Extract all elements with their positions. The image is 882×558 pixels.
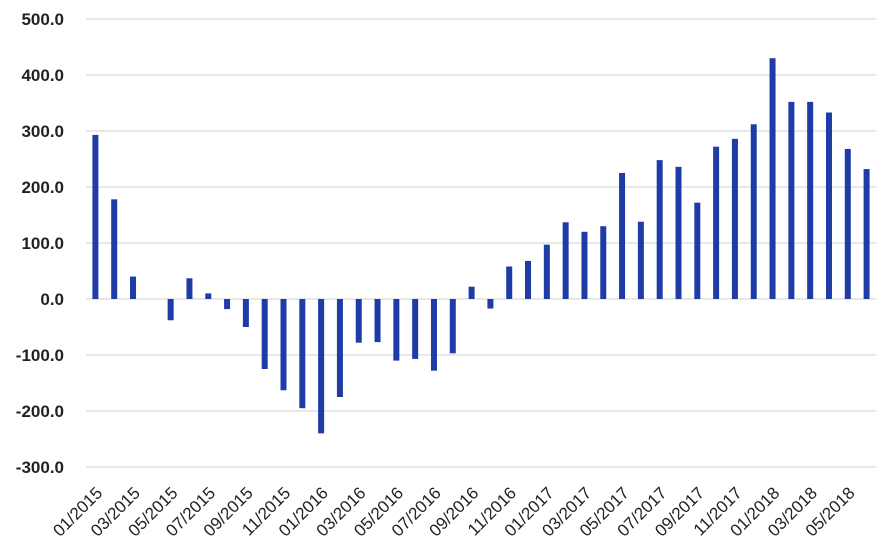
bar xyxy=(769,58,776,300)
bar xyxy=(788,101,795,299)
bar xyxy=(111,199,118,299)
bar xyxy=(92,134,99,299)
bar xyxy=(186,278,193,299)
x-axis-tick-labels: 01/201503/201505/201507/201509/201511/20… xyxy=(49,483,858,540)
bar xyxy=(750,124,757,299)
bar xyxy=(825,112,832,300)
bar xyxy=(506,266,513,299)
bar xyxy=(374,299,381,343)
bar xyxy=(637,221,644,299)
bar xyxy=(731,138,738,299)
bar xyxy=(412,299,419,359)
bar xyxy=(525,260,532,299)
y-tick-label: -100.0 xyxy=(16,346,64,365)
bar xyxy=(167,299,174,321)
bar xyxy=(675,166,682,299)
bar xyxy=(393,299,400,361)
y-tick-label: -300.0 xyxy=(16,458,64,477)
bar xyxy=(280,299,287,391)
bar xyxy=(224,299,231,310)
bar xyxy=(299,299,306,409)
bar xyxy=(844,148,851,299)
bar xyxy=(694,202,701,299)
bar xyxy=(487,299,494,309)
y-axis-tick-labels: -300.0 -200.0 -100.0 0.0 100.0 200.0 300.0 400.… xyxy=(16,10,64,477)
y-tick-label: -200.0 xyxy=(16,402,64,421)
y-tick-label: 400.0 xyxy=(21,66,64,85)
bar xyxy=(355,299,362,343)
y-tick-label: 0.0 xyxy=(40,290,64,309)
bar xyxy=(581,231,588,299)
bar xyxy=(468,286,475,299)
bar xyxy=(600,226,607,299)
bar xyxy=(863,169,870,299)
bar xyxy=(130,276,137,299)
y-tick-label: 100.0 xyxy=(21,234,64,253)
bar xyxy=(449,299,456,354)
bar xyxy=(543,244,550,299)
y-tick-label: 500.0 xyxy=(21,10,64,29)
bars xyxy=(92,58,870,434)
bar xyxy=(261,299,268,369)
bar xyxy=(807,101,814,299)
bar xyxy=(430,299,437,371)
bar xyxy=(713,146,720,299)
bar xyxy=(656,160,663,299)
bar xyxy=(242,299,249,327)
bar xyxy=(205,293,212,299)
y-tick-label: 200.0 xyxy=(21,178,64,197)
bar xyxy=(318,299,325,434)
bar xyxy=(619,173,626,299)
gridlines xyxy=(86,18,876,468)
bar xyxy=(336,299,343,397)
y-tick-label: 300.0 xyxy=(21,122,64,141)
bar xyxy=(562,222,569,299)
